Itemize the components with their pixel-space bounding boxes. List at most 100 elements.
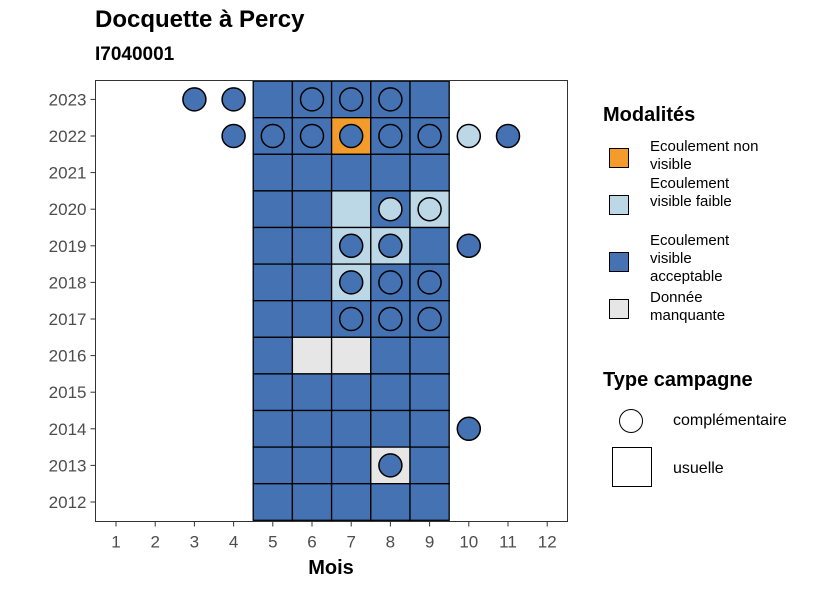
cell-2016-6: [291, 336, 333, 375]
cell-2021-7: [330, 153, 372, 192]
point-2023-8: [378, 87, 403, 112]
point-2023-4: [221, 87, 246, 112]
cell-2021-5: [252, 153, 294, 192]
cell-2015-7: [330, 373, 372, 412]
y-tick-label: 2016: [49, 347, 87, 366]
y-tick-label: 2015: [49, 383, 87, 402]
complementaire-points: [182, 87, 521, 478]
y-tick-label: 2012: [49, 493, 87, 512]
point-2018-7: [338, 270, 364, 295]
point-2020-9: [417, 196, 442, 222]
point-2022-9: [417, 123, 442, 149]
cell-2013-7: [330, 446, 372, 485]
point-2022-6: [299, 123, 325, 149]
y-tick-label: 2014: [49, 420, 87, 439]
point-2019-7: [338, 233, 364, 259]
point-2017-8: [378, 306, 403, 332]
point-2022-8: [378, 123, 403, 149]
legend-circle-shape: [619, 409, 643, 433]
legend-modalites-title: Modalités: [603, 104, 696, 126]
cell-2015-6: [291, 373, 333, 412]
cell-2018-5: [252, 263, 294, 302]
cell-2012-7: [330, 483, 372, 521]
legend-label-non-visible: Ecoulement non visible: [650, 138, 759, 173]
x-axis: 1 2 3 4 5 6 7 8 9 10 11 12: [111, 521, 557, 552]
cell-2014-5: [252, 409, 294, 448]
cell-2014-6: [291, 409, 333, 448]
cell-2023-9: [409, 80, 450, 119]
point-2023-6: [299, 87, 325, 112]
point-2014-10: [456, 416, 482, 442]
point-2022-11: [495, 123, 521, 149]
cell-2020-5: [252, 190, 294, 229]
y-tick-label: 2022: [49, 127, 87, 146]
cell-2014-7: [330, 409, 372, 448]
cell-2013-6: [291, 446, 333, 485]
legend-swatch-faible: [609, 195, 629, 215]
cell-2020-6: [291, 190, 333, 229]
x-tick-label: 3: [190, 533, 199, 552]
x-tick-label: 6: [307, 533, 316, 552]
cell-2021-9: [409, 153, 450, 192]
point-2019-8: [378, 233, 403, 259]
cell-2018-6: [291, 263, 333, 302]
point-2022-5: [260, 123, 286, 149]
point-2013-8: [378, 453, 403, 478]
legend-type-campagne: Type campagne complémentaire usuelle: [603, 369, 787, 487]
x-tick-label: 2: [150, 533, 159, 552]
point-2022-10: [456, 123, 482, 149]
x-tick-label: 4: [229, 533, 238, 552]
legend-type-title: Type campagne: [603, 369, 753, 391]
cell-2020-7: [330, 190, 372, 229]
cell-2013-5: [252, 446, 294, 485]
cell-2015-9: [409, 373, 450, 412]
x-tick-label: 12: [538, 533, 557, 552]
cell-2021-8: [370, 153, 411, 192]
cell-2012-6: [291, 483, 333, 521]
legend-label-faible: Ecoulement visible faible: [650, 175, 732, 210]
cell-2016-5: [252, 336, 294, 375]
x-tick-label: 9: [425, 533, 434, 552]
cell-2021-6: [291, 153, 333, 192]
cell-2023-5: [252, 80, 294, 119]
point-2022-4: [221, 123, 246, 149]
y-tick-label: 2018: [49, 273, 87, 292]
x-tick-label: 1: [111, 533, 120, 552]
cell-2012-8: [370, 483, 411, 521]
y-tick-label: 2023: [49, 90, 87, 109]
point-2018-8: [378, 270, 403, 295]
legend-swatch-manquante: [609, 299, 629, 319]
legend-label-complementaire: complémentaire: [673, 412, 787, 429]
y-tick-label: 2020: [49, 200, 87, 219]
legend-label-manquante: Donnée manquante: [650, 289, 726, 324]
chart-title: Docquette à Percy: [95, 6, 305, 33]
cell-2012-9: [409, 483, 450, 521]
cell-2015-8: [370, 373, 411, 412]
cell-2012-5: [252, 483, 294, 521]
cell-2019-9: [409, 226, 450, 265]
legend-swatch-non-visible: [609, 148, 629, 168]
legend-swatch-acceptable: [609, 252, 629, 272]
x-tick-label: 7: [346, 533, 355, 552]
point-2023-3: [182, 87, 207, 112]
point-2019-10: [456, 233, 482, 259]
y-tick-label: 2021: [49, 164, 87, 183]
legend-square-shape: [612, 447, 652, 487]
chart-subtitle: I7040001: [95, 44, 175, 65]
point-2018-9: [417, 270, 442, 295]
point-2017-7: [338, 306, 364, 332]
cell-2014-9: [409, 409, 450, 448]
y-tick-label: 2019: [49, 237, 87, 256]
cell-2015-5: [252, 373, 294, 412]
cell-2016-9: [409, 336, 450, 375]
x-tick-label: 11: [499, 533, 517, 552]
panel-border: [95, 80, 568, 522]
cell-2014-8: [370, 409, 411, 448]
cell-2019-5: [252, 226, 294, 265]
y-axis: 2012 2013 2014 2015 2016 2017 2018 2019 2020 2021…: [49, 90, 96, 512]
cell-2013-9: [409, 446, 450, 485]
x-tick-label: 10: [459, 533, 478, 552]
point-2020-8: [378, 196, 403, 222]
point-2023-7: [338, 87, 364, 112]
